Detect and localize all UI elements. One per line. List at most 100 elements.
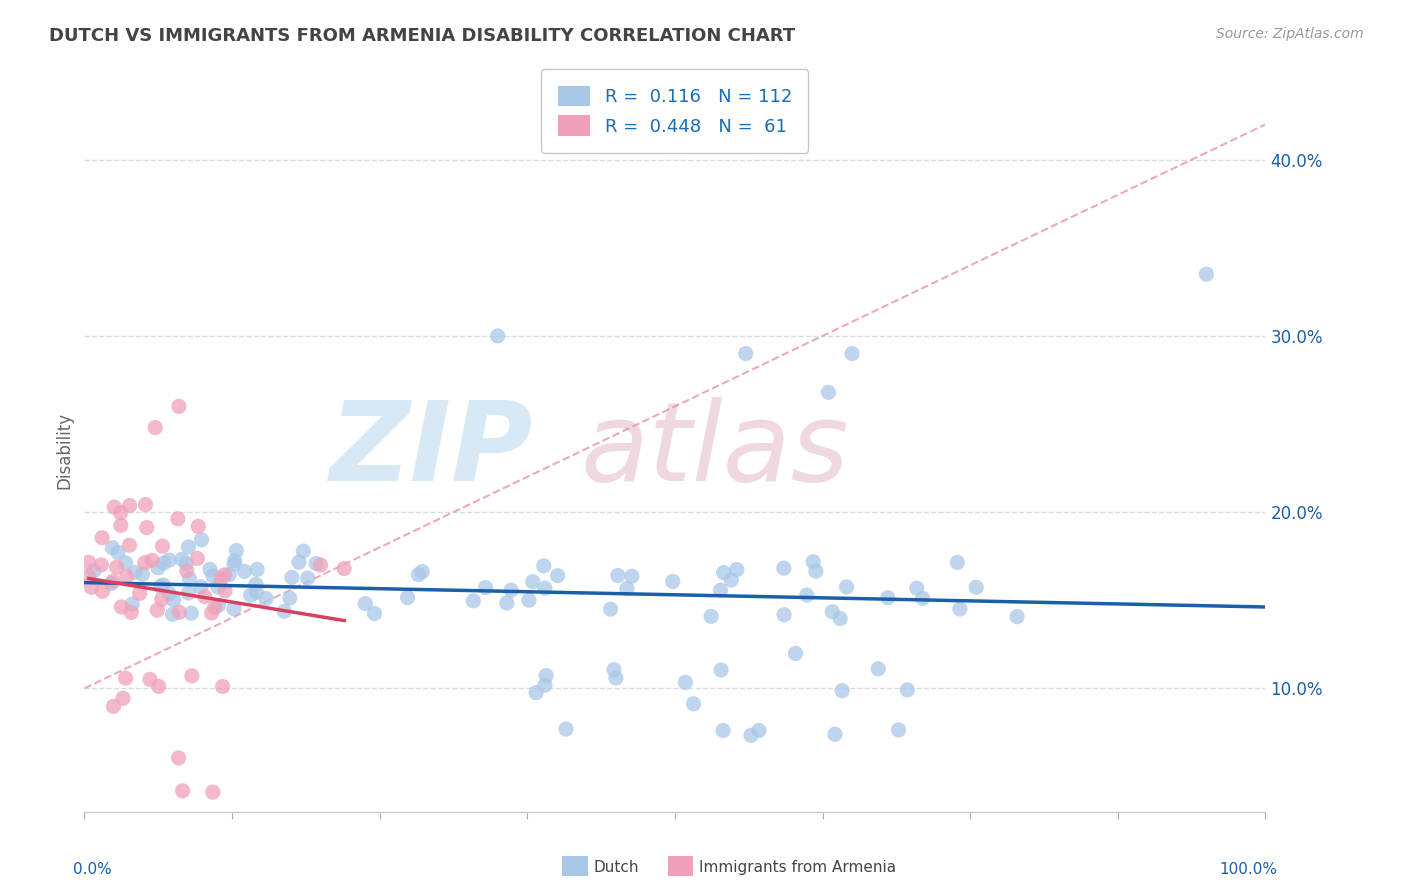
Point [124,566,146,580]
Point [297,571,319,585]
Point [167,751,190,765]
Point [201,568,224,582]
Point [103,500,125,514]
Point [408,567,430,582]
Point [107,545,129,559]
Point [796,588,818,602]
Point [896,682,918,697]
Point [207,580,229,594]
Point [821,605,844,619]
Point [533,558,555,573]
Point [222,601,245,615]
Point [143,420,166,434]
Point [740,728,762,742]
Point [204,600,226,615]
Point [254,591,277,606]
Point [830,611,852,625]
Point [239,588,262,602]
Point [105,560,128,574]
Point [804,564,827,578]
Point [101,574,124,588]
Point [288,555,311,569]
Point [817,385,839,400]
Point [111,691,134,706]
Point [605,671,627,685]
Point [176,564,198,578]
Point [522,574,544,589]
Point [965,580,987,594]
Point [876,591,898,605]
Point [501,583,523,598]
Point [555,722,578,736]
Point [157,587,180,601]
Point [150,592,173,607]
Point [91,531,114,545]
Text: atlas: atlas [581,397,849,504]
Point [167,400,190,414]
Point [734,346,756,360]
Point [148,680,170,694]
Point [661,574,683,589]
Point [305,557,328,571]
Point [121,597,143,611]
Point [713,566,735,580]
Point [1005,609,1028,624]
Point [214,583,236,598]
Point [474,581,496,595]
Point [887,723,910,737]
Point [411,565,433,579]
Point [179,572,201,586]
Point [603,663,626,677]
Point [128,586,150,600]
Text: 0.0%: 0.0% [73,863,111,878]
Point [682,697,704,711]
Point [146,603,169,617]
Point [180,669,202,683]
Point [495,596,517,610]
Point [177,586,200,600]
Point [224,553,246,567]
Point [77,569,100,583]
Point [190,533,212,547]
Point [396,591,419,605]
Point [118,499,141,513]
Point [134,556,156,570]
Point [110,518,132,533]
Point [180,606,202,620]
Point [146,561,169,575]
Point [211,680,233,694]
Point [725,562,748,576]
Text: ZIP: ZIP [329,397,533,504]
Point [176,557,198,571]
Point [214,568,236,582]
Point [114,556,136,570]
Point [83,564,105,578]
Point [190,580,212,594]
Point [949,602,972,616]
Point [207,599,229,613]
Point [841,346,863,360]
Point [187,519,209,533]
Point [90,558,112,572]
Point [773,607,796,622]
Point [135,520,157,534]
Point [711,723,734,738]
Point [1195,267,1218,281]
Point [225,543,247,558]
Point [354,597,377,611]
Point [194,590,217,604]
Point [110,506,132,520]
Point [246,562,269,576]
Point [141,553,163,567]
Point [152,539,174,553]
Text: Source: ZipAtlas.com: Source: ZipAtlas.com [1216,27,1364,41]
Point [524,685,547,699]
Point [868,662,890,676]
Point [801,555,824,569]
Point [91,584,114,599]
Point [785,647,807,661]
Point [198,562,221,576]
Point [80,580,103,594]
Point [166,512,188,526]
Point [700,609,723,624]
